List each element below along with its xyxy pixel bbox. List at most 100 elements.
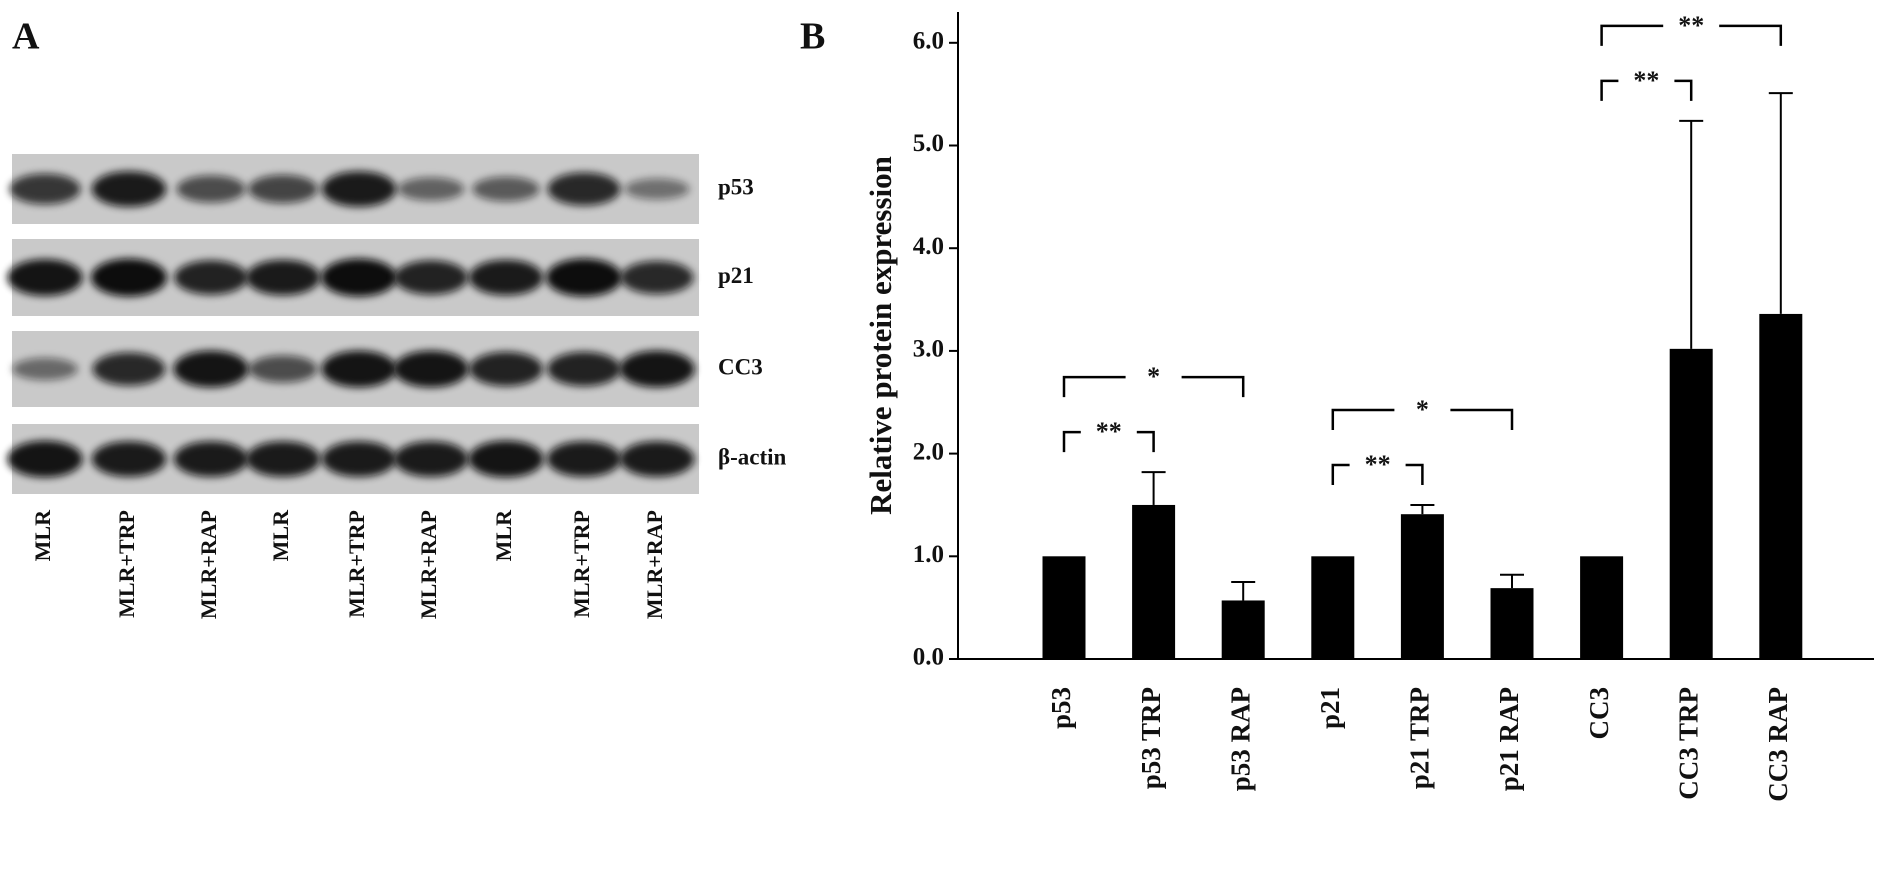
blot-band bbox=[91, 441, 167, 477]
blot-band bbox=[547, 351, 621, 387]
panel-label: B bbox=[800, 16, 825, 58]
row-label: β-actin bbox=[718, 444, 787, 469]
blot-band bbox=[12, 357, 78, 381]
blot-band bbox=[9, 173, 81, 205]
lane-label: MLR+TRP bbox=[114, 510, 139, 618]
blot-band bbox=[472, 176, 540, 202]
y-tick-label: 1.0 bbox=[913, 541, 944, 568]
blot-band bbox=[393, 441, 469, 477]
blot-band bbox=[468, 259, 544, 296]
bar bbox=[1759, 313, 1803, 659]
blot-band bbox=[546, 258, 622, 297]
bar bbox=[1042, 556, 1086, 659]
panel-label: A bbox=[12, 16, 40, 58]
x-tick-label: p21 bbox=[1315, 687, 1345, 729]
significance-bracket: ** bbox=[1331, 450, 1424, 485]
blot-band bbox=[620, 260, 694, 295]
blot-band bbox=[546, 441, 622, 477]
blot-band bbox=[176, 175, 246, 203]
lane-label: MLR bbox=[30, 509, 55, 561]
error-bar bbox=[1410, 503, 1435, 515]
x-tick-label: p21 RAP bbox=[1494, 687, 1524, 791]
bracket-line bbox=[1600, 79, 1693, 101]
significance-bracket: ** bbox=[1600, 11, 1783, 46]
blot-band bbox=[321, 350, 397, 388]
blot-band bbox=[321, 171, 397, 207]
blot-band bbox=[321, 441, 397, 477]
blot-band bbox=[7, 259, 83, 296]
blot-band bbox=[321, 258, 397, 297]
blot-band bbox=[245, 259, 321, 296]
lane-label: MLR bbox=[268, 509, 293, 561]
significance-label: * bbox=[1416, 395, 1429, 424]
significance-bracket: ** bbox=[1062, 417, 1155, 453]
lane-label: MLR+RAP bbox=[196, 510, 221, 619]
blot-band bbox=[393, 350, 469, 388]
error-bar bbox=[1141, 471, 1166, 505]
bar bbox=[1400, 514, 1444, 659]
lane-label: MLR+RAP bbox=[416, 510, 441, 619]
blot-band bbox=[624, 178, 690, 200]
blot-band bbox=[245, 441, 321, 477]
blot-band bbox=[7, 440, 83, 478]
blot-band bbox=[173, 441, 249, 477]
significance-bracket: * bbox=[1062, 362, 1245, 398]
bar bbox=[1490, 588, 1534, 659]
y-tick-label: 0.0 bbox=[913, 644, 944, 671]
y-tick-label: 3.0 bbox=[913, 336, 944, 363]
lane-label: MLR bbox=[491, 509, 516, 561]
blot-band bbox=[91, 258, 167, 297]
bar bbox=[1580, 556, 1624, 659]
significance-label: ** bbox=[1633, 66, 1659, 95]
blot-band bbox=[248, 355, 318, 383]
significance-bracket: ** bbox=[1600, 66, 1693, 101]
bracket-line bbox=[1331, 463, 1424, 485]
y-tick-label: 2.0 bbox=[913, 438, 944, 465]
blot-band bbox=[173, 350, 249, 388]
bar bbox=[1669, 348, 1713, 659]
x-tick-label: CC3 bbox=[1584, 687, 1614, 740]
y-tick-label: 5.0 bbox=[913, 130, 944, 157]
blot-band bbox=[619, 350, 695, 388]
y-axis-title: Relative protein expression bbox=[863, 156, 898, 515]
x-tick-label: CC3 TRP bbox=[1673, 687, 1703, 800]
significance-label: ** bbox=[1678, 11, 1704, 40]
x-tick-label: p53 RAP bbox=[1225, 687, 1255, 791]
blot-band bbox=[394, 260, 468, 295]
bar bbox=[1311, 556, 1355, 659]
bar bbox=[1132, 504, 1176, 659]
x-tick-label: p21 TRP bbox=[1405, 687, 1435, 789]
x-tick-label: p53 TRP bbox=[1136, 687, 1166, 789]
error-bar bbox=[1679, 119, 1704, 349]
significance-label: ** bbox=[1365, 450, 1391, 479]
bracket-line bbox=[1331, 408, 1514, 430]
significance-label: * bbox=[1147, 362, 1160, 391]
x-tick-label: p53 bbox=[1046, 687, 1076, 729]
bracket-line bbox=[1062, 375, 1245, 398]
blot-band bbox=[248, 174, 318, 204]
significance-bracket: * bbox=[1331, 395, 1514, 430]
row-label: p21 bbox=[718, 263, 754, 288]
blot-band bbox=[469, 351, 543, 387]
blot-band bbox=[92, 352, 166, 386]
row-label: CC3 bbox=[718, 354, 763, 379]
bracket-line bbox=[1600, 24, 1783, 46]
bar bbox=[1221, 600, 1265, 659]
lane-label: MLR+TRP bbox=[569, 510, 594, 618]
y-tick-label: 4.0 bbox=[913, 233, 944, 260]
error-bar bbox=[1768, 92, 1793, 314]
bracket-line bbox=[1062, 430, 1155, 453]
error-bar bbox=[1231, 580, 1256, 601]
blot-band bbox=[547, 172, 621, 206]
blot-band bbox=[468, 440, 544, 478]
x-tick-label: CC3 RAP bbox=[1763, 687, 1793, 802]
lane-label: MLR+TRP bbox=[344, 510, 369, 618]
row-label: p53 bbox=[718, 174, 754, 199]
y-tick-label: 6.0 bbox=[913, 28, 944, 55]
blot-band bbox=[397, 177, 465, 201]
blot-band bbox=[91, 171, 167, 207]
error-bar bbox=[1500, 573, 1524, 589]
lane-label: MLR+RAP bbox=[642, 510, 667, 619]
significance-label: ** bbox=[1096, 417, 1122, 446]
